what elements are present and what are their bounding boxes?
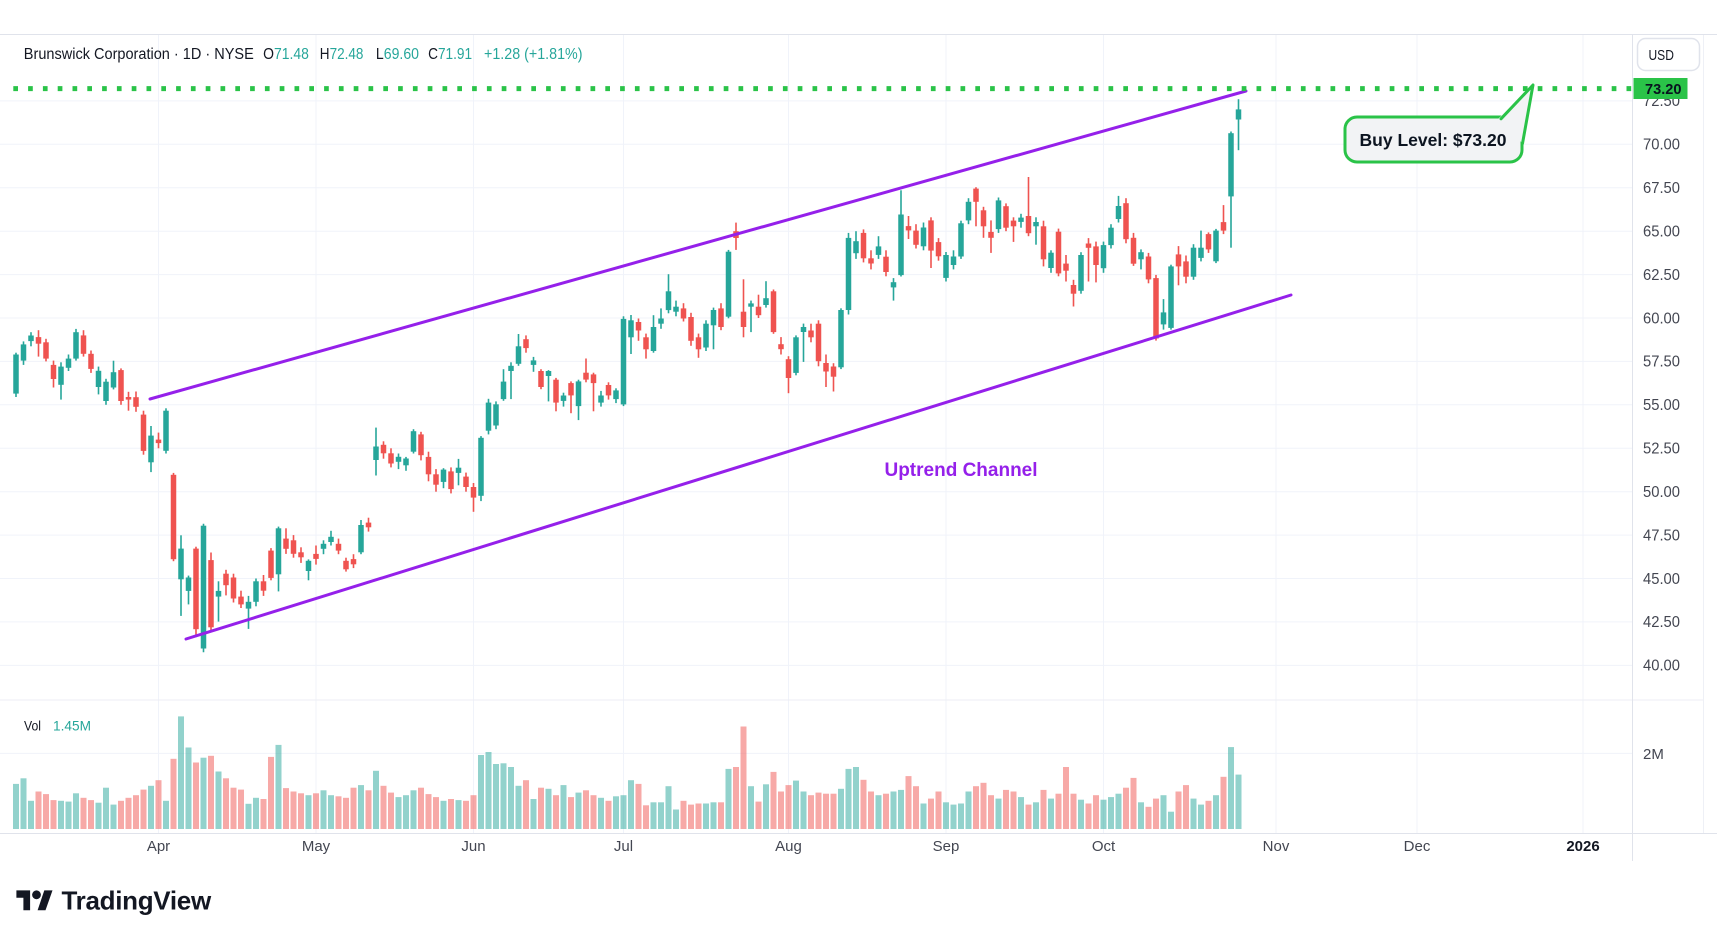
svg-text:C71.91: C71.91 [428,46,472,63]
svg-text:62.50: 62.50 [1643,267,1680,284]
svg-text:O71.48: O71.48 [263,46,309,63]
svg-text:73.20: 73.20 [1645,81,1682,98]
svg-text:60.00: 60.00 [1643,310,1680,327]
svg-text:Sep: Sep [933,838,960,855]
svg-text:50.00: 50.00 [1643,484,1680,501]
svg-text:67.50: 67.50 [1643,180,1680,197]
svg-text:55.00: 55.00 [1643,397,1680,414]
svg-text:+1.28 (+1.81%): +1.28 (+1.81%) [484,46,583,63]
svg-text:52.50: 52.50 [1643,441,1680,458]
svg-text:May: May [302,838,331,855]
svg-text:Jul: Jul [614,838,633,855]
svg-text:1.45M: 1.45M [53,719,91,734]
svg-text:H72.48: H72.48 [320,46,364,63]
svg-text:2026: 2026 [1566,838,1599,855]
svg-text:47.50: 47.50 [1643,527,1680,544]
svg-text:70.00: 70.00 [1643,137,1680,154]
svg-text:65.00: 65.00 [1643,224,1680,241]
svg-text:Dec: Dec [1404,838,1431,855]
svg-text:Jun: Jun [461,838,485,855]
svg-text:L69.60: L69.60 [376,46,419,63]
svg-text:45.00: 45.00 [1643,571,1680,588]
svg-text:USD: USD [1649,48,1674,64]
svg-text:42.50: 42.50 [1643,614,1680,631]
svg-text:Nov: Nov [1263,838,1290,855]
svg-text:2M: 2M [1643,746,1664,763]
svg-text:40.00: 40.00 [1643,658,1680,675]
svg-text:Uptrend Channel: Uptrend Channel [884,460,1037,481]
svg-text:57.50: 57.50 [1643,354,1680,371]
svg-text:TradingView: TradingView [62,886,212,916]
svg-text:Apr: Apr [147,838,170,855]
svg-text:Brunswick Corporation · 1D · N: Brunswick Corporation · 1D · NYSE [24,46,254,63]
svg-text:Oct: Oct [1092,838,1116,855]
svg-text:Aug: Aug [775,838,802,855]
svg-text:Vol: Vol [24,719,41,734]
svg-text:Buy Level: $73.20: Buy Level: $73.20 [1360,130,1507,150]
